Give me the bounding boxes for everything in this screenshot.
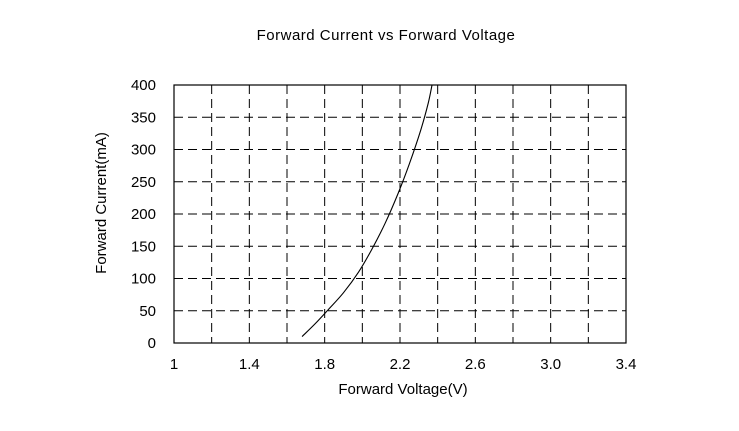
x-tick-label: 1 <box>170 356 178 373</box>
y-tick-label: 100 <box>131 271 156 288</box>
y-tick-label: 150 <box>131 238 156 255</box>
x-tick-label: 3.0 <box>540 356 561 373</box>
y-tick-label: 50 <box>139 303 156 320</box>
grid <box>174 85 626 343</box>
series-group <box>301 84 433 337</box>
chart-title: Forward Current vs Forward Voltage <box>257 27 516 44</box>
x-tick-label: 2.6 <box>465 356 486 373</box>
x-tick-label: 1.4 <box>239 356 260 373</box>
x-axis-label: Forward Voltage(V) <box>338 381 467 398</box>
y-tick-label: 400 <box>131 77 156 94</box>
y-axis-label: Forward Current(mA) <box>93 132 110 274</box>
y-tick-labels: 0 50 100 150 200 250 300 350 400 <box>131 77 156 352</box>
x-tick-label: 3.4 <box>616 356 637 373</box>
y-tick-label: 300 <box>131 142 156 159</box>
y-tick-label: 0 <box>148 335 156 352</box>
plot-area-frame <box>173 84 627 344</box>
series-line <box>301 84 433 337</box>
y-tick-label: 250 <box>131 174 156 191</box>
x-tick-label: 2.2 <box>390 356 411 373</box>
y-tick-label: 350 <box>131 109 156 126</box>
y-tick-label: 200 <box>131 206 156 223</box>
x-tick-labels: 1 1.4 1.8 2.2 2.6 3.0 3.4 <box>170 356 637 373</box>
x-tick-label: 1.8 <box>314 356 335 373</box>
